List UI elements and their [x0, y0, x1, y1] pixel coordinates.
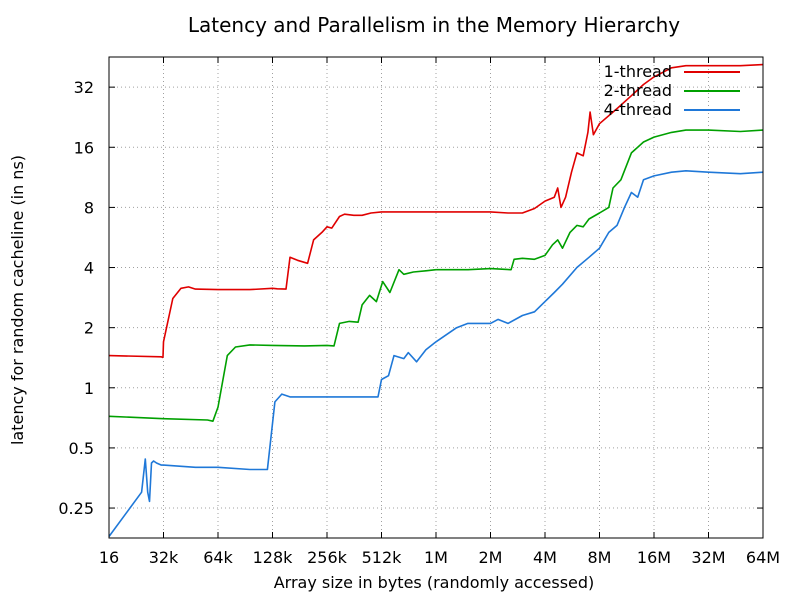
x-tick-label: 32M	[691, 548, 725, 567]
grid-lines	[109, 57, 763, 538]
y-tick-label: 2	[84, 319, 94, 338]
x-tick-label: 1M	[424, 548, 448, 567]
y-tick-label: 0.5	[69, 439, 94, 458]
series-4-thread-line	[108, 170, 764, 537]
x-tick-label: 128k	[253, 548, 294, 567]
legend-label: 2-thread	[604, 81, 672, 100]
y-tick-label: 0.25	[58, 499, 94, 518]
x-tick-label: 2M	[479, 548, 503, 567]
series-2-thread-line	[108, 129, 764, 422]
plot-frame	[108, 56, 764, 539]
legend-label: 4-thread	[604, 100, 672, 119]
y-axis-label: latency for random cacheline (in ns)	[8, 155, 27, 445]
x-tick-label: 8M	[588, 548, 612, 567]
x-tick-label: 512k	[362, 548, 403, 567]
x-axis-label: Array size in bytes (randomly accessed)	[274, 573, 595, 592]
y-tick-label: 16	[74, 138, 94, 157]
x-tick-label: 16	[99, 548, 119, 567]
series-1-thread-line	[108, 63, 764, 359]
y-tick-label: 4	[84, 259, 94, 278]
legend-label: 1-thread	[604, 62, 672, 81]
x-tick-label: 4M	[533, 548, 557, 567]
x-tick-label: 64k	[203, 548, 233, 567]
chart-title: Latency and Parallelism in the Memory Hi…	[188, 13, 680, 37]
x-axis-tick-labels: 16 32k 64k 128k 256k 512k 1M 2M 4M 8M 16M 32M 64M	[99, 548, 780, 567]
y-tick-label: 32	[74, 78, 94, 97]
x-tick-label: 32k	[149, 548, 179, 567]
y-tick-label: 1	[84, 379, 94, 398]
x-tick-label: 256k	[307, 548, 348, 567]
x-tick-label: 16M	[637, 548, 671, 567]
y-tick-label: 8	[84, 198, 94, 217]
y-axis-tick-labels: 0.25 0.5 1 2 4 8 16 32	[58, 78, 94, 518]
series-lines	[108, 63, 764, 537]
x-tick-label: 64M	[746, 548, 780, 567]
